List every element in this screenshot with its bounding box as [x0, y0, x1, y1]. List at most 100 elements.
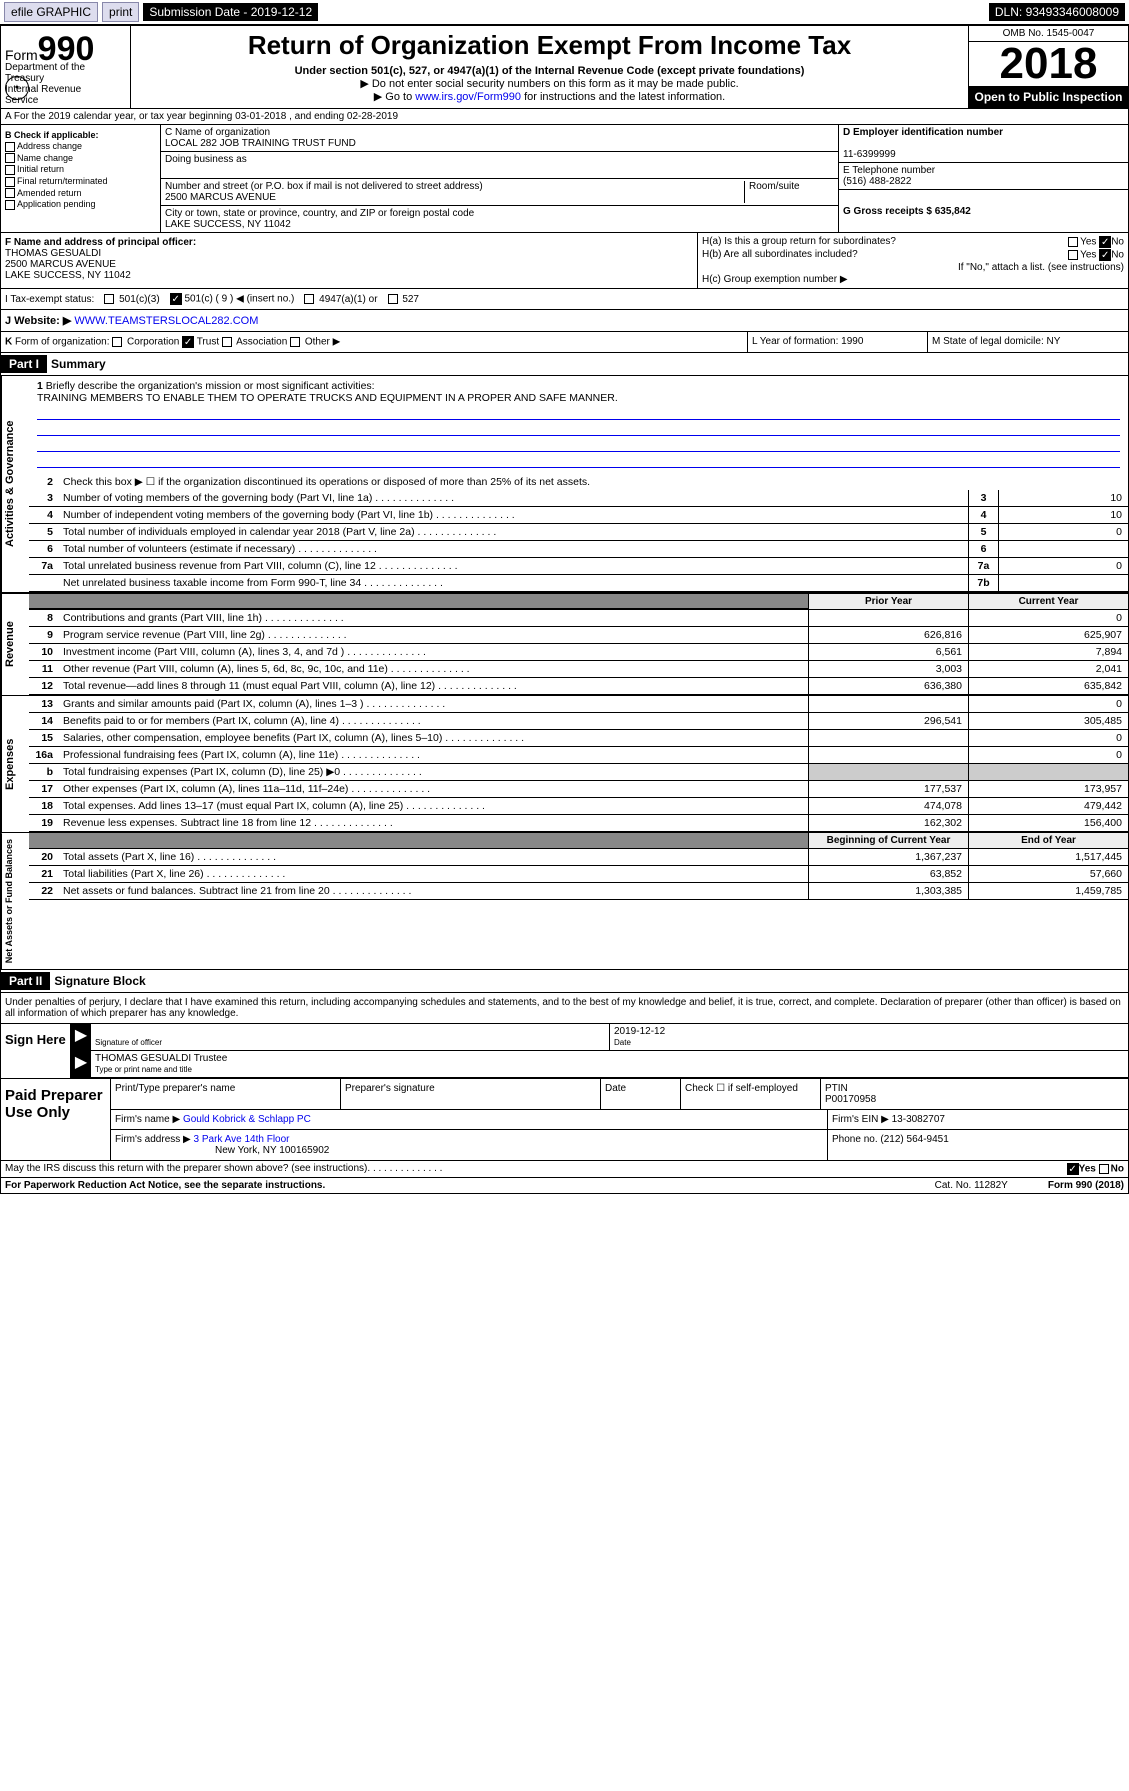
firm-name-link[interactable]: Gould Kobrick & Schlapp PC [183, 1114, 311, 1125]
chk-name-change[interactable]: Name change [5, 153, 156, 164]
line-9: 9Program service revenue (Part VIII, lin… [29, 627, 1128, 644]
sign-here-label: Sign Here [1, 1024, 71, 1078]
room-label: Room/suite [744, 181, 834, 203]
preparer-date-label: Date [601, 1079, 681, 1109]
hdr-current-year: Current Year [968, 594, 1128, 609]
cat-no: Cat. No. 11282Y [935, 1180, 1008, 1191]
q1-text: TRAINING MEMBERS TO ENABLE THEM TO OPERA… [37, 392, 618, 404]
discuss-yn: ✓Yes No [1067, 1163, 1124, 1175]
chk-final-return[interactable]: Final return/terminated [5, 176, 156, 187]
ein-label: D Employer identification number [843, 127, 1003, 138]
section-c: C Name of organization LOCAL 282 JOB TRA… [161, 125, 838, 232]
officer-addr2: LAKE SUCCESS, NY 11042 [5, 270, 131, 281]
line-11: 11Other revenue (Part VIII, column (A), … [29, 661, 1128, 678]
bottom-row: For Paperwork Reduction Act Notice, see … [1, 1178, 1128, 1193]
paperwork-notice: For Paperwork Reduction Act Notice, see … [5, 1180, 325, 1191]
header-middle: Return of Organization Exempt From Incom… [131, 26, 968, 108]
q2: 2Check this box ▶ ☐ if the organization … [29, 474, 1128, 490]
chk-address-change[interactable]: Address change [5, 141, 156, 152]
chk-initial-return[interactable]: Initial return [5, 164, 156, 175]
line-20: 20Total assets (Part X, line 16)1,367,23… [29, 849, 1128, 866]
hdr-beginning-year: Beginning of Current Year [808, 833, 968, 848]
city-label: City or town, state or province, country… [165, 208, 474, 219]
efile-link[interactable]: efile GRAPHIC [4, 2, 98, 22]
city: LAKE SUCCESS, NY 11042 [165, 219, 291, 230]
website-link[interactable]: WWW.TEAMSTERSLOCAL282.COM [74, 315, 258, 327]
firm-addr-link[interactable]: 3 Park Ave 14th Floor [194, 1134, 290, 1145]
signature-line: ▶ Signature of officer 2019-12-12Date [71, 1024, 1128, 1051]
line-16a: 16aProfessional fundraising fees (Part I… [29, 747, 1128, 764]
line-8: 8Contributions and grants (Part VIII, li… [29, 610, 1128, 627]
line-17: 17Other expenses (Part IX, column (A), l… [29, 781, 1128, 798]
line-21: 21Total liabilities (Part X, line 26)63,… [29, 866, 1128, 883]
activities-governance: Activities & Governance 1 Briefly descri… [1, 376, 1128, 593]
h-b: H(b) Are all subordinates included?Yes ✓… [702, 249, 1124, 261]
part-i-label: Part I [1, 355, 47, 373]
officer-label: F Name and address of principal officer: [5, 237, 196, 248]
note-goto: ▶ Go to www.irs.gov/Form990 for instruct… [135, 90, 964, 103]
tax-year: 2018 [969, 42, 1128, 86]
form-subtitle: Under section 501(c), 527, or 4947(a)(1)… [135, 65, 964, 77]
line-22: 22Net assets or fund balances. Subtract … [29, 883, 1128, 900]
print-link[interactable]: print [102, 2, 139, 22]
tax-exempt-label: I Tax-exempt status: [5, 294, 94, 305]
discuss-row: May the IRS discuss this return with the… [1, 1161, 1128, 1178]
line-3: 3Number of voting members of the governi… [29, 490, 1128, 507]
signature-cell: Signature of officer [91, 1024, 610, 1050]
section-d-e-g: D Employer identification number 11-6399… [838, 125, 1128, 232]
q1-block: 1 Briefly describe the organization's mi… [29, 376, 1128, 474]
preparer-sig-label: Preparer's signature [341, 1079, 601, 1109]
line-19: 19Revenue less expenses. Subtract line 1… [29, 815, 1128, 832]
open-to-public: Open to Public Inspection [969, 86, 1128, 108]
line-18: 18Total expenses. Add lines 13–17 (must … [29, 798, 1128, 815]
section-b-checkboxes: B Check if applicable: Address change Na… [1, 125, 161, 232]
chk-527[interactable]: 527 [388, 294, 419, 305]
part-ii-header: Part II Signature Block [1, 970, 1128, 993]
chk-application-pending[interactable]: Application pending [5, 199, 156, 210]
addr-block: Number and street (or P.O. box if mail i… [161, 179, 838, 206]
line-7a: 7aTotal unrelated business revenue from … [29, 558, 1128, 575]
preparer-row2: Firm's name ▶ Gould Kobrick & Schlapp PC… [111, 1110, 1128, 1130]
ein-block: D Employer identification number 11-6399… [839, 125, 1128, 163]
chk-501c3[interactable]: 501(c)(3) [104, 294, 159, 305]
preparer-check-label: Check ☐ if self-employed [681, 1079, 821, 1109]
preparer-row1: Print/Type preparer's name Preparer's si… [111, 1079, 1128, 1110]
org-name-block: C Name of organization LOCAL 282 JOB TRA… [161, 125, 838, 152]
part-ii-label: Part II [1, 972, 50, 990]
section-k: K Form of organization: Corporation ✓ Tr… [1, 332, 748, 352]
part-i-header: Part I Summary [1, 353, 1128, 376]
section-f: F Name and address of principal officer:… [1, 233, 698, 288]
chk-amended[interactable]: Amended return [5, 188, 156, 199]
name-cell: THOMAS GESUALDI TrusteeType or print nam… [91, 1051, 1128, 1077]
paid-preparer-label: Paid Preparer Use Only [1, 1079, 111, 1160]
vtab-revenue: Revenue [1, 594, 29, 695]
row-k-l-m: K Form of organization: Corporation ✓ Tr… [1, 332, 1128, 353]
part-ii-title: Signature Block [50, 970, 149, 992]
addr-label: Number and street (or P.O. box if mail i… [165, 181, 483, 192]
chk-501c[interactable]: ✓ 501(c) ( 9 ) ◀ (insert no.) [170, 293, 295, 305]
discuss-text: May the IRS discuss this return with the… [5, 1163, 367, 1175]
ptin-cell: PTINP00170958 [821, 1079, 1128, 1109]
line-10: 10Investment income (Part VIII, column (… [29, 644, 1128, 661]
netassets-col-headers: Beginning of Current Year End of Year [29, 833, 1128, 849]
line-b: bTotal fundraising expenses (Part IX, co… [29, 764, 1128, 781]
submission-date: Submission Date - 2019-12-12 [143, 3, 318, 21]
hdr-prior-year: Prior Year [808, 594, 968, 609]
toolbar: efile GRAPHIC print Submission Date - 20… [0, 0, 1129, 25]
preparer-name-label: Print/Type preparer's name [111, 1079, 341, 1109]
hdr-end-year: End of Year [968, 833, 1128, 848]
city-block: City or town, state or province, country… [161, 206, 838, 232]
vtab-expenses: Expenses [1, 696, 29, 832]
revenue-col-headers: Prior Year Current Year [29, 594, 1128, 610]
part-i-title: Summary [47, 353, 110, 375]
note-ssn: ▶ Do not enter social security numbers o… [135, 77, 964, 90]
line-14: 14Benefits paid to or for members (Part … [29, 713, 1128, 730]
tel-label: E Telephone number [843, 165, 935, 176]
vtab-net-assets: Net Assets or Fund Balances [1, 833, 29, 969]
gross-receipts: G Gross receipts $ 635,842 [839, 190, 1128, 219]
chk-4947[interactable]: 4947(a)(1) or [304, 294, 377, 305]
line-13: 13Grants and similar amounts paid (Part … [29, 696, 1128, 713]
dln: DLN: 93493346008009 [989, 3, 1125, 21]
irs-link[interactable]: www.irs.gov/Form990 [415, 91, 521, 103]
revenue-section: Revenue Prior Year Current Year 8Contrib… [1, 593, 1128, 696]
